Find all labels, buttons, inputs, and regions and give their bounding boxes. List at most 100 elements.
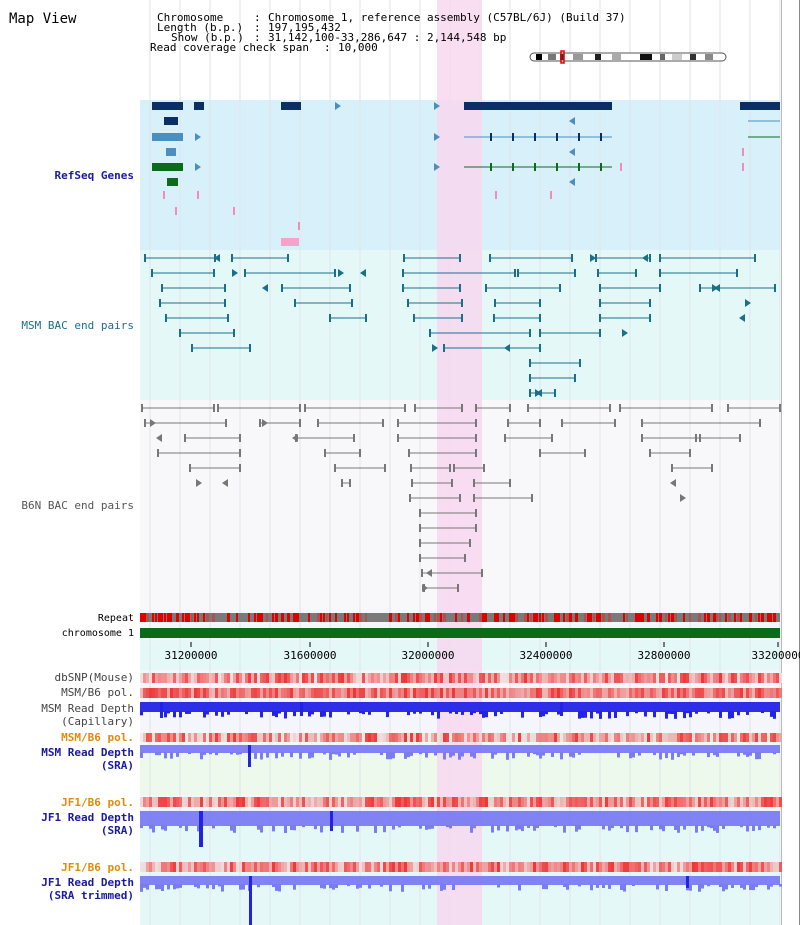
polymorphism-cell (665, 688, 668, 698)
track-label-repeat[interactable]: Repeat (98, 613, 134, 624)
polymorphism-cell (482, 733, 485, 742)
read-depth-bar (737, 752, 740, 757)
track-label-msm-bac[interactable]: MSM BAC end pairs (21, 319, 134, 332)
polymorphism-cell (536, 688, 539, 698)
polymorphism-cell (452, 673, 455, 683)
polymorphism-cell (140, 797, 143, 807)
polymorphism-cell (527, 673, 530, 683)
read-depth-bar (203, 711, 206, 718)
polymorphism-cell (428, 797, 431, 807)
read-depth-bar (719, 884, 722, 888)
polymorphism-cell (743, 797, 746, 807)
polymorphism-cell (521, 797, 524, 807)
polymorphism-cell (524, 673, 527, 683)
read-depth-bar (512, 752, 515, 759)
polymorphism-cell (290, 673, 293, 683)
read-depth-bar (533, 752, 536, 755)
polymorphism-cell (515, 733, 518, 742)
polymorphism-cell (311, 862, 314, 872)
track-label-refseq[interactable]: RefSeq Genes (55, 169, 134, 182)
track-label-msm-depth-capillary[interactable]: MSM Read Depth (41, 702, 134, 715)
info-colon: : (254, 21, 261, 34)
read-depth-bar (332, 884, 335, 890)
chromosome-ideogram[interactable] (529, 50, 727, 64)
track-label-chromosome[interactable]: chromosome 1 (62, 628, 134, 639)
polymorphism-cell (470, 862, 473, 872)
track-label-b6n-bac[interactable]: B6N BAC end pairs (21, 499, 134, 512)
gene-feature (742, 148, 744, 156)
repeat-element (689, 613, 691, 622)
read-depth-bar (206, 884, 209, 889)
read-depth-bar (233, 825, 236, 833)
read-depth-bar (767, 825, 770, 828)
polymorphism-cell (386, 797, 389, 807)
track-label-jf1-depth-sra[interactable]: JF1 Read Depth (41, 811, 134, 824)
read-depth-bar (701, 825, 704, 831)
track-label-jf1-pol-2[interactable]: JF1/B6 pol. (61, 861, 134, 874)
polymorphism-cell (590, 733, 593, 742)
selection-highlight[interactable] (437, 0, 482, 925)
polymorphism-cell (176, 688, 179, 698)
read-depth-bar (500, 711, 503, 714)
read-depth-bar (659, 825, 662, 830)
polymorphism-cell (506, 688, 509, 698)
track-label-msm-depth-sra[interactable]: MSM Read Depth (41, 746, 134, 759)
polymorphism-cell (479, 673, 482, 683)
repeat-track[interactable] (140, 613, 780, 638)
polymorphism-cell (554, 797, 557, 807)
track-label-msm-pol-2[interactable]: MSM/B6 pol. (61, 731, 134, 744)
polymorphism-cell (230, 673, 233, 683)
polymorphism-cell (677, 797, 680, 807)
polymorphism-cell (353, 673, 356, 683)
polymorphism-cell (680, 673, 683, 683)
polymorphism-cell (635, 688, 638, 698)
track-label-dbsnp[interactable]: dbSNP(Mouse) (55, 671, 134, 684)
polymorphism-cell (164, 862, 167, 872)
polymorphism-tracks[interactable] (140, 673, 782, 872)
polymorphism-cell (164, 688, 167, 698)
refseq-gene-track[interactable] (152, 102, 780, 246)
polymorphism-cell (767, 688, 770, 698)
polymorphism-cell (746, 733, 749, 742)
read-depth-bar (446, 825, 449, 828)
track-label-jf1-depth-trimmed[interactable]: JF1 Read Depth (41, 876, 134, 889)
polymorphism-cell (155, 688, 158, 698)
polymorphism-cell (524, 797, 527, 807)
gene-strand-arrow (335, 102, 341, 110)
polymorphism-cell (425, 673, 428, 683)
track-label-msm-pol[interactable]: MSM/B6 pol. (61, 686, 134, 699)
msm-bac-track[interactable] (144, 254, 776, 397)
polymorphism-cell (773, 673, 776, 683)
polymorphism-cell (761, 797, 764, 807)
read-depth-bar (260, 752, 263, 760)
polymorphism-cell (698, 797, 701, 807)
polymorphism-cell (188, 688, 191, 698)
polymorphism-cell (179, 733, 182, 742)
polymorphism-cell (371, 733, 374, 742)
b6n-bac-track[interactable] (141, 404, 781, 592)
polymorphism-cell (593, 688, 596, 698)
polymorphism-cell (632, 688, 635, 698)
polymorphism-cell (203, 733, 206, 742)
read-depth-bar (260, 825, 263, 833)
polymorphism-cell (293, 797, 296, 807)
read-depth-bar (353, 752, 356, 755)
read-depth-band (140, 876, 780, 885)
track-label-jf1-pol[interactable]: JF1/B6 pol. (61, 796, 134, 809)
read-depth-tracks[interactable] (140, 702, 782, 925)
read-depth-bar (755, 752, 758, 760)
polymorphism-cell (683, 797, 686, 807)
polymorphism-cell (266, 797, 269, 807)
read-depth-band (140, 702, 780, 712)
read-depth-bar (557, 711, 560, 715)
selected-region (437, 0, 482, 925)
polymorphism-cell (407, 733, 410, 742)
repeat-element (467, 613, 470, 622)
polymorphism-cell (215, 688, 218, 698)
polymorphism-cell (458, 797, 461, 807)
polymorphism-cell (434, 862, 437, 872)
polymorphism-cell (374, 733, 377, 742)
repeat-element (527, 613, 529, 622)
polymorphism-cell (392, 862, 395, 872)
